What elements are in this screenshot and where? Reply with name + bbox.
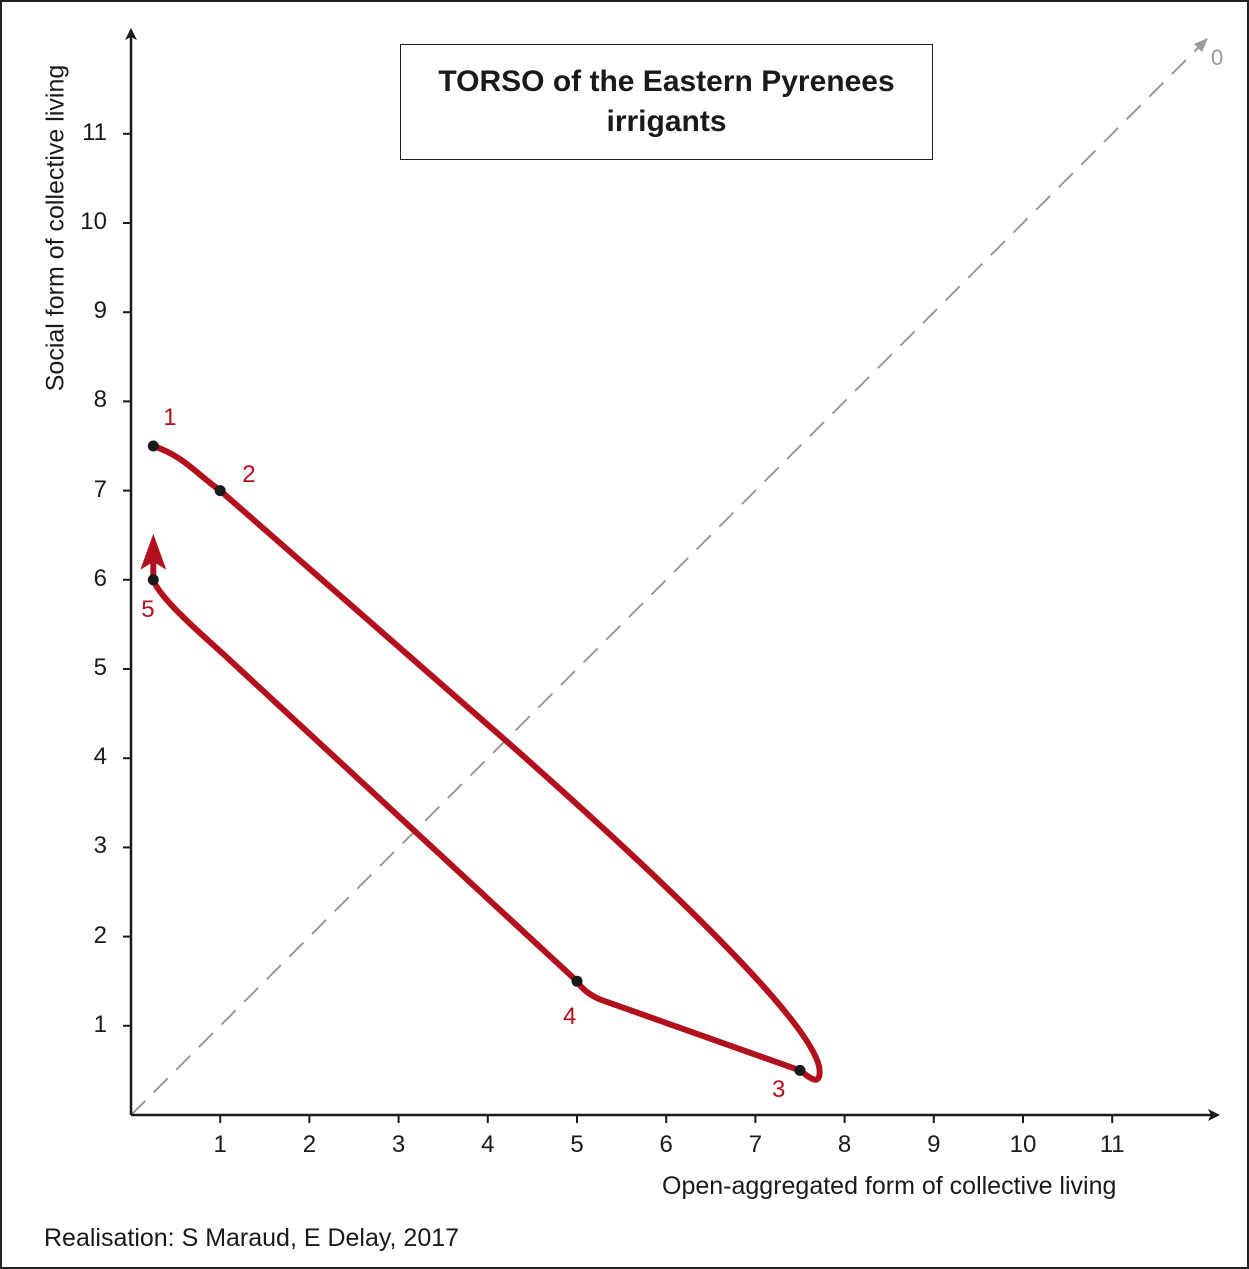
data-point-label: 1 (163, 404, 177, 431)
y-tick-label: 4 (93, 743, 107, 771)
data-point-label: 4 (563, 1003, 577, 1031)
y-tick-label: 7 (93, 475, 107, 503)
data-point-1 (147, 440, 159, 452)
y-tick-label: 8 (93, 386, 107, 414)
x-tick-label: 2 (302, 1131, 317, 1158)
data-point-label: 5 (141, 595, 155, 623)
data-point-label: 2 (242, 460, 256, 488)
y-tick-label: 11 (82, 118, 107, 146)
diagonal-reference-line (130, 42, 1204, 1116)
x-tick-label: 10 (1009, 1131, 1037, 1158)
y-tick-label: 10 (80, 208, 107, 235)
trajectory-arrowhead (140, 533, 167, 570)
y-tick-label: 1 (93, 1010, 107, 1038)
x-tick-label: 4 (481, 1131, 495, 1158)
data-point-3 (794, 1064, 806, 1076)
data-point-5 (147, 574, 159, 586)
x-tick-label: 8 (837, 1131, 852, 1158)
x-tick-label: 1 (213, 1131, 227, 1158)
diagonal-arrowhead (1194, 38, 1208, 52)
y-tick-marks (123, 132, 131, 1027)
y-tick-label: 5 (93, 654, 107, 681)
data-point-4 (571, 975, 583, 987)
chart-title-line-1: TORSO of the Eastern Pyrenees (438, 65, 895, 98)
data-point-2 (214, 485, 226, 497)
x-tick-label: 5 (570, 1131, 584, 1158)
x-tick-label: 3 (391, 1131, 406, 1158)
y-tick-label: 2 (93, 921, 107, 949)
x-tick-marks (219, 1115, 1114, 1123)
data-point-label: 3 (772, 1076, 786, 1104)
y-tick-label: 3 (93, 832, 107, 860)
data-points (147, 440, 806, 1076)
chart-title-box: TORSO of the Eastern Pyrenees irrigants (400, 44, 933, 160)
chart-title-line-2: irrigants (606, 105, 727, 138)
trajectory-curve (150, 443, 823, 1083)
x-axis-label: Open-aggregated form of collective livin… (662, 1172, 1117, 1200)
x-tick-label: 9 (927, 1131, 941, 1158)
y-tick-label: 6 (93, 564, 107, 592)
diagonal-label: 0 (1211, 45, 1224, 70)
x-tick-label: 7 (748, 1131, 763, 1158)
y-tick-label: 9 (93, 297, 107, 325)
credit-text: Realisation: S Maraud, E Delay, 2017 (44, 1224, 460, 1252)
x-tick-label: 11 (1099, 1131, 1125, 1158)
x-tick-label: 6 (659, 1131, 673, 1158)
